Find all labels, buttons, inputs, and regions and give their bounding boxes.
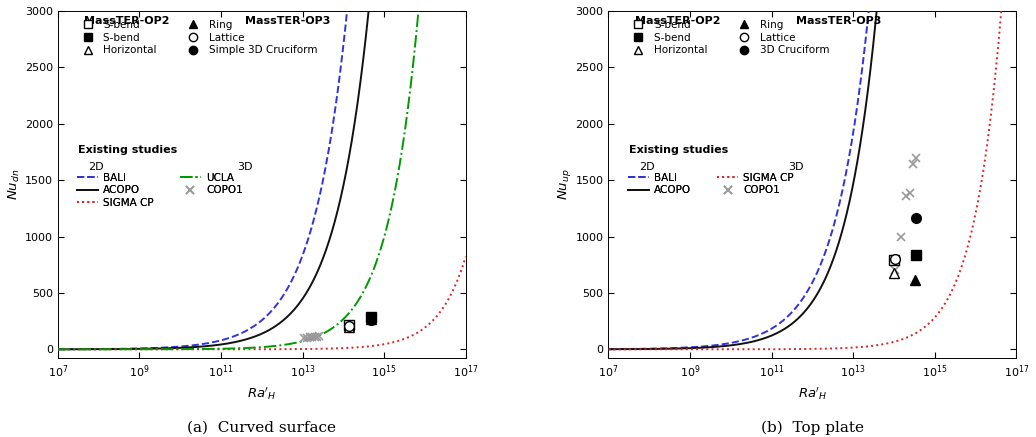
Text: (a)  Curved surface: (a) Curved surface [188, 421, 337, 435]
Text: MassTER-OP2: MassTER-OP2 [635, 16, 720, 26]
Text: MassTER-OP3: MassTER-OP3 [246, 16, 330, 26]
Y-axis label: $Nu_{up}$: $Nu_{up}$ [555, 169, 573, 201]
Text: Existing studies: Existing studies [629, 145, 728, 155]
Text: 2D: 2D [88, 162, 104, 172]
Text: 2D: 2D [639, 162, 655, 172]
Text: 3D: 3D [788, 162, 803, 172]
Text: MassTER-OP2: MassTER-OP2 [84, 16, 170, 26]
Legend: BALI, ACOPO, SIGMA CP, COPO1: BALI, ACOPO, SIGMA CP, COPO1 [626, 171, 796, 198]
Text: Existing studies: Existing studies [78, 145, 177, 155]
X-axis label: $Ra'_H$: $Ra'_H$ [247, 385, 277, 402]
Text: (b)  Top plate: (b) Top plate [760, 421, 864, 435]
X-axis label: $Ra'_H$: $Ra'_H$ [798, 385, 827, 402]
Text: 3D: 3D [237, 162, 253, 172]
Legend: BALI, ACOPO, SIGMA CP, UCLA, COPO1, : BALI, ACOPO, SIGMA CP, UCLA, COPO1, [76, 171, 244, 210]
Y-axis label: $Nu_{dn}$: $Nu_{dn}$ [7, 169, 22, 200]
Text: MassTER-OP3: MassTER-OP3 [796, 16, 882, 26]
